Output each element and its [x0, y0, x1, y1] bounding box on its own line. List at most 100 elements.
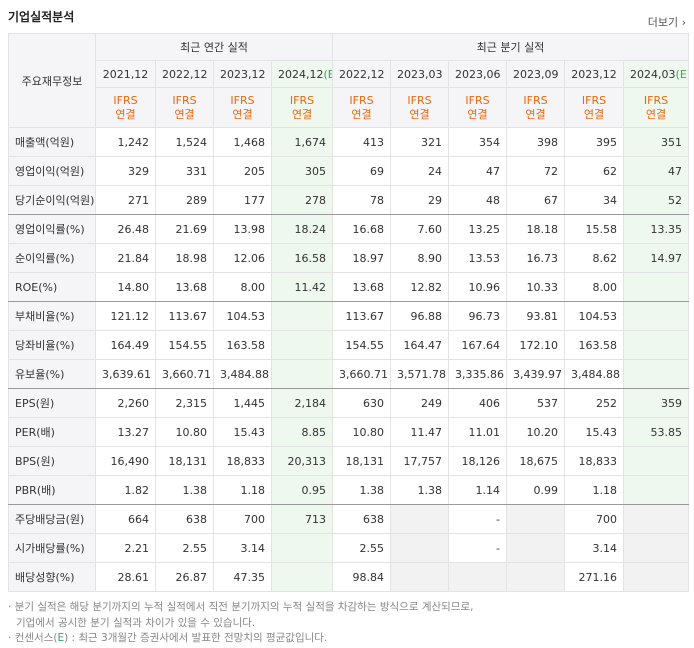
cell: 0.99 [506, 475, 566, 505]
row-label: 순이익률(%) [8, 243, 96, 273]
cell: 29 [390, 185, 450, 215]
period-date: 2021,12 [102, 67, 149, 81]
cell: 11.47 [390, 417, 450, 447]
cell: 8.00 [564, 272, 625, 302]
standard: IFRS [407, 93, 432, 107]
basis: 연결 [467, 107, 488, 121]
row-label: 영업이익(억원) [8, 156, 96, 186]
cell [506, 533, 566, 563]
cell: 69 [332, 156, 392, 186]
basis: 연결 [291, 107, 313, 121]
cell [623, 301, 690, 331]
standard-header: IFRS 연결 [623, 87, 690, 128]
cell: 1.38 [155, 475, 214, 505]
period-date: 2023,09 [513, 67, 559, 81]
cell [270, 533, 334, 563]
standard: IFRS [349, 93, 374, 107]
cell: 1.82 [95, 475, 156, 505]
cell: 47.35 [213, 562, 272, 592]
basis: 연결 [174, 107, 195, 121]
cell: 18,833 [564, 446, 625, 476]
data-row: 순이익률(%) 21.84 18.98 12.06 16.58 18.97 8.90 13.5… [8, 243, 690, 273]
cell: 0.95 [270, 475, 334, 505]
cell: 172.10 [506, 330, 566, 360]
cell: 1.38 [390, 475, 450, 505]
cell: 67 [506, 185, 566, 215]
period-date: 2023,12 [220, 67, 266, 81]
cell: 16.68 [332, 214, 392, 244]
standard-header: IFRS 연결 [270, 87, 334, 128]
cell: 638 [155, 504, 214, 534]
cell: 18,675 [506, 446, 566, 476]
cell: 18,131 [332, 446, 392, 476]
cell: 14.97 [623, 243, 690, 273]
more-link[interactable]: 더보기 › [647, 16, 686, 29]
basis: 연결 [351, 107, 372, 121]
cell: 48 [448, 185, 508, 215]
period-date: 2024,03 [630, 67, 676, 81]
cell: 3,571.78 [390, 359, 450, 389]
cell: 34 [564, 185, 625, 215]
data-row: 영업이익(억원) 329 331 205 305 69 24 47 72 62 47 [8, 156, 690, 186]
note-text: 분기 실적은 해당 분기까지의 누적 실적에서 직전 분기까지의 누적 실적을 … [14, 601, 474, 613]
cell: 3,439.97 [506, 359, 566, 389]
cell: 395 [564, 127, 625, 157]
group-header: 최근 분기 실적 [332, 33, 690, 61]
cell: 630 [332, 388, 392, 418]
data-row: 주당배당금(원) 664 638 700 713 638-700 [8, 504, 690, 534]
header-row: 주요재무정보 최근 연간 실적 최근 분기 실적 [8, 33, 690, 128]
cell: 331 [155, 156, 214, 186]
cell: 278 [270, 185, 334, 215]
period-header: 2024,12(E) [270, 60, 334, 88]
period-date: 2023,12 [571, 67, 617, 81]
estimate-mark: (E) [323, 67, 332, 81]
cell: 2.21 [95, 533, 156, 563]
basis: 연결 [525, 107, 546, 121]
cell [623, 562, 690, 592]
cell: 1.38 [332, 475, 392, 505]
cell: 13.53 [448, 243, 508, 273]
performance-table: 주요재무정보 최근 연간 실적 최근 분기 실적 2021,12 2022,12 2023… [8, 33, 690, 592]
cell: 205 [213, 156, 272, 186]
cell: 1,674 [270, 127, 334, 157]
row-label: 영업이익률(%) [8, 214, 96, 244]
data-row: 시가배당률(%) 2.21 2.55 3.14 2.55-3.14 [8, 533, 690, 563]
cell: 354 [448, 127, 508, 157]
cell: 413 [332, 127, 392, 157]
cell: 26.48 [95, 214, 156, 244]
cell: - [448, 504, 508, 534]
standard: IFRS [113, 93, 138, 107]
cell: 10.96 [448, 272, 508, 302]
standard: IFRS [523, 93, 548, 107]
standard-header: IFRS 연결 [564, 87, 625, 128]
period-header: 2023,03 [390, 60, 450, 88]
cell: 15.43 [213, 417, 272, 447]
cell [390, 562, 450, 592]
cell: 8.62 [564, 243, 625, 273]
cell: 2.55 [155, 533, 214, 563]
basis: 연결 [115, 107, 136, 121]
cell: 1,524 [155, 127, 214, 157]
basis: 연결 [583, 107, 605, 121]
cell [270, 330, 334, 360]
cell: 8.90 [390, 243, 450, 273]
cell: 24 [390, 156, 450, 186]
cell [270, 359, 334, 389]
standard: IFRS [465, 93, 490, 107]
cell: 713 [270, 504, 334, 534]
cell [623, 272, 690, 302]
data-row: 부채비율(%) 121.12 113.67 104.53 113.67 96.88 96.7… [8, 301, 690, 331]
row-label: PBR(배) [8, 475, 96, 505]
cell: 10.80 [332, 417, 392, 447]
cell: 7.60 [390, 214, 450, 244]
basis: 연결 [645, 107, 667, 121]
more-text[interactable]: 더보기 [647, 16, 679, 29]
date-row: 2021,122022,122023,122024,12(E)2022,1220… [9, 60, 690, 88]
data-row: 매출액(억원) 1,242 1,524 1,468 1,674 413 321 354 398 3… [8, 127, 690, 157]
cell: 638 [332, 504, 392, 534]
cell: 47 [448, 156, 508, 186]
cell: 16,490 [95, 446, 156, 476]
row-label: 매출액(억원) [8, 127, 96, 157]
standard-header: IFRS 연결 [95, 87, 156, 128]
